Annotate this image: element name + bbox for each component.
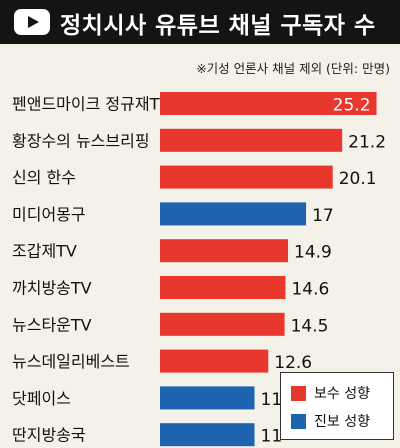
legend-item-progressive: 진보 성향 (291, 411, 370, 431)
category-label: 닷페이스 (12, 389, 71, 408)
value-label: 17 (312, 206, 334, 226)
legend-label-conservative: 보수 성향 (314, 386, 370, 402)
category-label: 펜앤드마이크 정규재TV (12, 95, 170, 114)
category-label: 딴지방송국 (12, 426, 86, 445)
bar (160, 349, 269, 373)
value-label: 11 (261, 390, 283, 410)
bar (160, 386, 255, 410)
category-label: 조갑제TV (12, 242, 77, 261)
legend: 보수 성향 진보 성향 (280, 372, 394, 440)
value-label: 12.6 (274, 353, 312, 373)
value-label: 14.9 (294, 243, 332, 263)
chart-title: 정치시사 유튜브 채널 구독자 수 (60, 13, 376, 39)
legend-swatch-progressive (291, 413, 306, 429)
bar (160, 276, 286, 299)
category-label: 까치방송TV (12, 279, 92, 298)
legend-swatch-conservative (291, 385, 306, 401)
value-label: 14.6 (291, 280, 329, 300)
legend-item-conservative: 보수 성향 (291, 383, 370, 403)
category-label: 미디어몽구 (12, 205, 86, 224)
legend-label-progressive: 진보 성향 (314, 414, 370, 430)
bar (160, 202, 307, 226)
value-label: 21.2 (348, 132, 386, 152)
value-label: 14.5 (291, 316, 329, 336)
value-label: 20.1 (339, 169, 377, 189)
bar (160, 128, 343, 152)
youtube-play-icon (14, 9, 50, 35)
value-label: 25.2 (333, 96, 371, 116)
bar (160, 312, 285, 336)
chart-header: 정치시사 유튜브 채널 구독자 수 (0, 0, 400, 44)
bar (160, 165, 333, 189)
bar (160, 92, 377, 115)
bar (160, 239, 289, 263)
category-label: 뉴스타운TV (12, 315, 92, 334)
category-label: 뉴스데일리베스트 (12, 352, 130, 371)
unit-note: ※기성 언론사 채널 제외 (단위: 만명) (196, 61, 390, 76)
category-label: 황장수의 뉴스브리핑 (12, 131, 150, 150)
category-label: 신의 한수 (12, 168, 76, 187)
bar (160, 423, 255, 447)
value-label: 11 (261, 427, 283, 447)
